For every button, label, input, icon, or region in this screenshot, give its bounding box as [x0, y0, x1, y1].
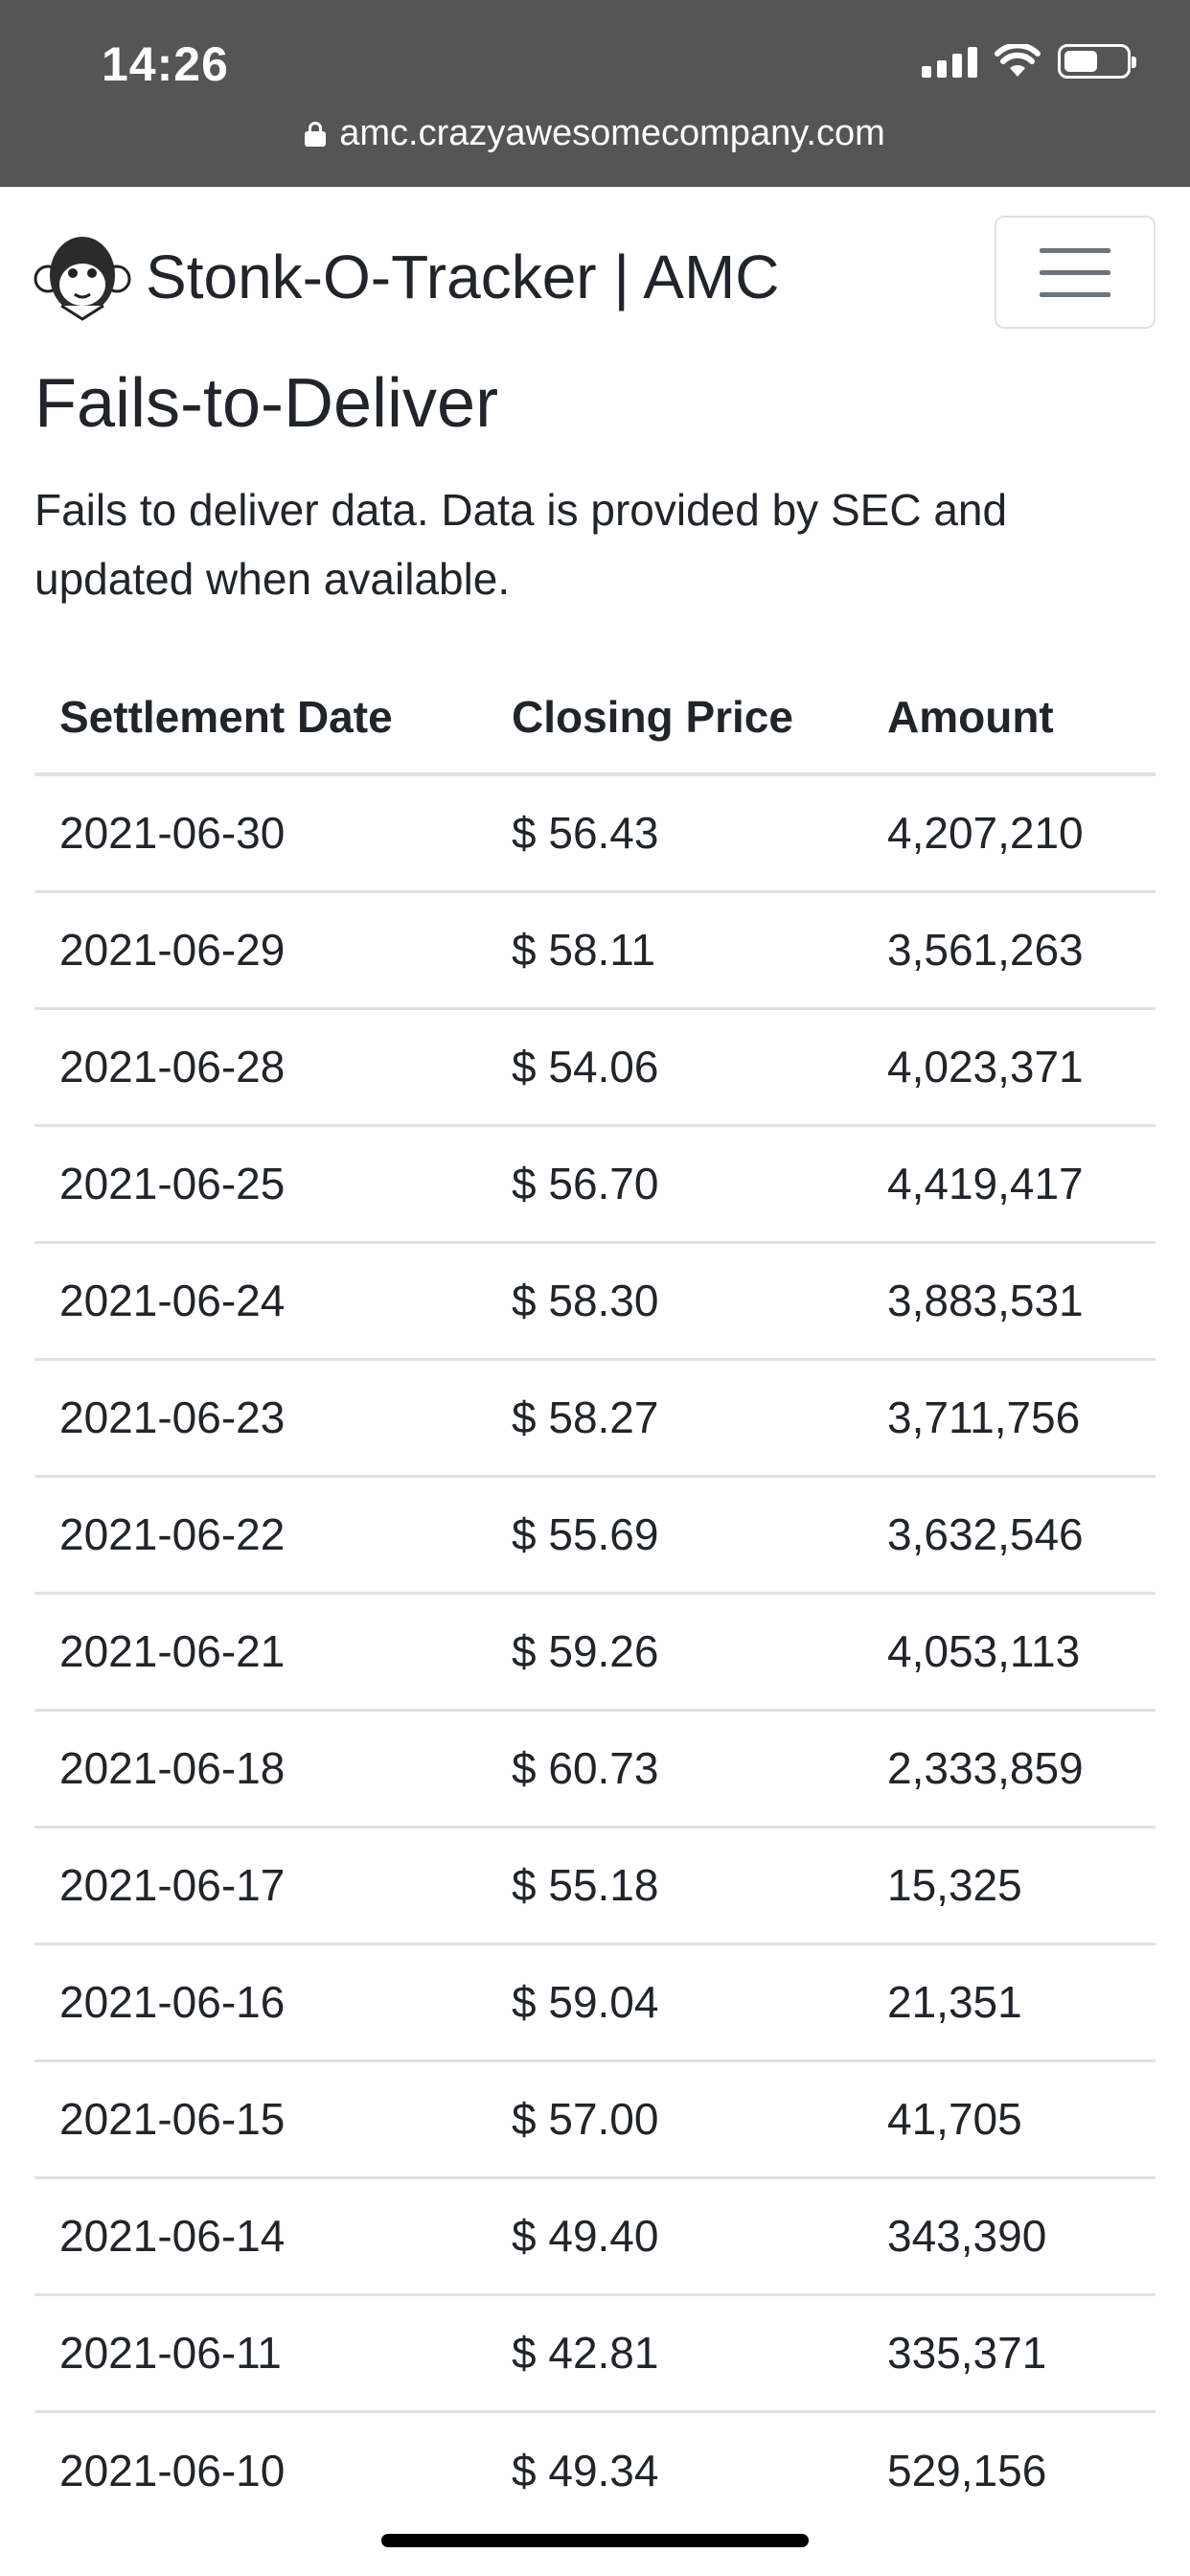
- cell-closing-price: $ 60.73: [487, 1708, 862, 1827]
- home-indicator: [381, 2534, 809, 2547]
- menu-toggle-button[interactable]: [995, 216, 1156, 329]
- status-time: 14:26: [102, 37, 229, 91]
- cell-amount: 3,711,756: [862, 1357, 1156, 1476]
- cell-closing-price: $ 58.11: [487, 889, 862, 1008]
- table-row: 2021-06-23 $ 58.27 3,711,756: [34, 1357, 1156, 1476]
- wifi-icon: [995, 44, 1041, 77]
- table-row: 2021-06-16 $ 59.04 21,351: [34, 1942, 1156, 2060]
- cell-amount: 343,390: [862, 2175, 1156, 2294]
- table-row: 2021-06-25 $ 56.70 4,419,417: [34, 1123, 1156, 1242]
- cell-amount: 4,023,371: [862, 1006, 1156, 1125]
- cell-amount: 3,561,263: [862, 889, 1156, 1008]
- header-amount: Amount: [862, 661, 1156, 776]
- cell-closing-price: $ 49.40: [487, 2175, 862, 2294]
- table-row: 2021-06-29 $ 58.11 3,561,263: [34, 889, 1156, 1008]
- header-closing-price: Closing Price: [487, 661, 862, 776]
- hamburger-menu-icon: [1040, 247, 1110, 253]
- cell-settlement-date: 2021-06-11: [34, 2292, 487, 2411]
- cell-settlement-date: 2021-06-23: [34, 1357, 487, 1476]
- navbar: Stonk-O-Tracker | AMC: [0, 187, 1190, 359]
- table-row: 2021-06-22 $ 55.69 3,632,546: [34, 1474, 1156, 1593]
- fails-to-deliver-table: Settlement Date Closing Price Amount 202…: [34, 661, 1156, 2528]
- cell-closing-price: $ 59.26: [487, 1591, 862, 1710]
- brand-title: Stonk-O-Tracker | AMC: [146, 242, 780, 311]
- cell-settlement-date: 2021-06-17: [34, 1825, 487, 1944]
- cell-amount: 2,333,859: [862, 1708, 1156, 1827]
- cell-settlement-date: 2021-06-16: [34, 1942, 487, 2060]
- cell-amount: 15,325: [862, 1825, 1156, 1944]
- table-header-row: Settlement Date Closing Price Amount: [34, 661, 1156, 776]
- cell-closing-price: $ 58.30: [487, 1240, 862, 1359]
- cell-settlement-date: 2021-06-22: [34, 1474, 487, 1593]
- browser-chrome: 14:26 amc.crazyawesomecompany.com: [0, 0, 1190, 187]
- cell-closing-price: $ 49.34: [487, 2409, 862, 2528]
- cell-settlement-date: 2021-06-24: [34, 1240, 487, 1359]
- cell-settlement-date: 2021-06-15: [34, 2058, 487, 2177]
- cell-closing-price: $ 55.69: [487, 1474, 862, 1593]
- cell-settlement-date: 2021-06-28: [34, 1006, 487, 1125]
- battery-icon: [1058, 44, 1136, 79]
- cell-amount: 4,053,113: [862, 1591, 1156, 1710]
- lock-icon: [305, 121, 327, 147]
- cell-closing-price: $ 57.00: [487, 2058, 862, 2177]
- brand-link[interactable]: Stonk-O-Tracker | AMC: [33, 231, 779, 323]
- table-row: 2021-06-30 $ 56.43 4,207,210: [34, 772, 1156, 891]
- url-bar[interactable]: amc.crazyawesomecompany.com: [0, 113, 1190, 154]
- cell-amount: 41,705: [862, 2058, 1156, 2177]
- cell-amount: 21,351: [862, 1942, 1156, 2060]
- cell-amount: 4,419,417: [862, 1123, 1156, 1242]
- cell-amount: 4,207,210: [862, 772, 1156, 891]
- url-text: amc.crazyawesomecompany.com: [339, 113, 885, 153]
- page-title: Fails-to-Deliver: [34, 365, 499, 442]
- cell-amount: 3,883,531: [862, 1240, 1156, 1359]
- table-row: 2021-06-28 $ 54.06 4,023,371: [34, 1006, 1156, 1125]
- table-row: 2021-06-21 $ 59.26 4,053,113: [34, 1591, 1156, 1710]
- table-row: 2021-06-18 $ 60.73 2,333,859: [34, 1708, 1156, 1827]
- cell-settlement-date: 2021-06-18: [34, 1708, 487, 1827]
- table-row: 2021-06-15 $ 57.00 41,705: [34, 2058, 1156, 2177]
- status-icons: [922, 44, 1136, 79]
- monkey-logo-icon: [34, 237, 131, 321]
- cell-closing-price: $ 55.18: [487, 1825, 862, 1944]
- cell-settlement-date: 2021-06-29: [34, 889, 487, 1008]
- cell-amount: 335,371: [862, 2292, 1156, 2411]
- table-body: 2021-06-30 $ 56.43 4,207,210 2021-06-29 $ 58…: [34, 772, 1156, 2528]
- table-row: 2021-06-11 $ 42.81 335,371: [34, 2292, 1156, 2411]
- cell-closing-price: $ 59.04: [487, 1942, 862, 2060]
- cell-closing-price: $ 54.06: [487, 1006, 862, 1125]
- cell-amount: 529,156: [862, 2409, 1156, 2528]
- table-row: 2021-06-24 $ 58.30 3,883,531: [34, 1240, 1156, 1359]
- cell-settlement-date: 2021-06-30: [34, 772, 487, 891]
- table-row: 2021-06-14 $ 49.40 343,390: [34, 2175, 1156, 2294]
- cell-settlement-date: 2021-06-25: [34, 1123, 487, 1242]
- cell-settlement-date: 2021-06-10: [34, 2409, 487, 2528]
- cell-settlement-date: 2021-06-21: [34, 1591, 487, 1710]
- cell-settlement-date: 2021-06-14: [34, 2175, 487, 2294]
- cell-closing-price: $ 56.70: [487, 1123, 862, 1242]
- table-row: 2021-06-17 $ 55.18 15,325: [34, 1825, 1156, 1944]
- cell-closing-price: $ 58.27: [487, 1357, 862, 1476]
- cell-closing-price: $ 56.43: [487, 772, 862, 891]
- cell-amount: 3,632,546: [862, 1474, 1156, 1593]
- table-row: 2021-06-10 $ 49.34 529,156: [34, 2409, 1156, 2528]
- header-settlement-date: Settlement Date: [34, 661, 487, 776]
- cell-closing-price: $ 42.81: [487, 2292, 862, 2411]
- signal-icon: [922, 45, 977, 78]
- page-description: Fails to deliver data. Data is provided …: [34, 485, 1008, 604]
